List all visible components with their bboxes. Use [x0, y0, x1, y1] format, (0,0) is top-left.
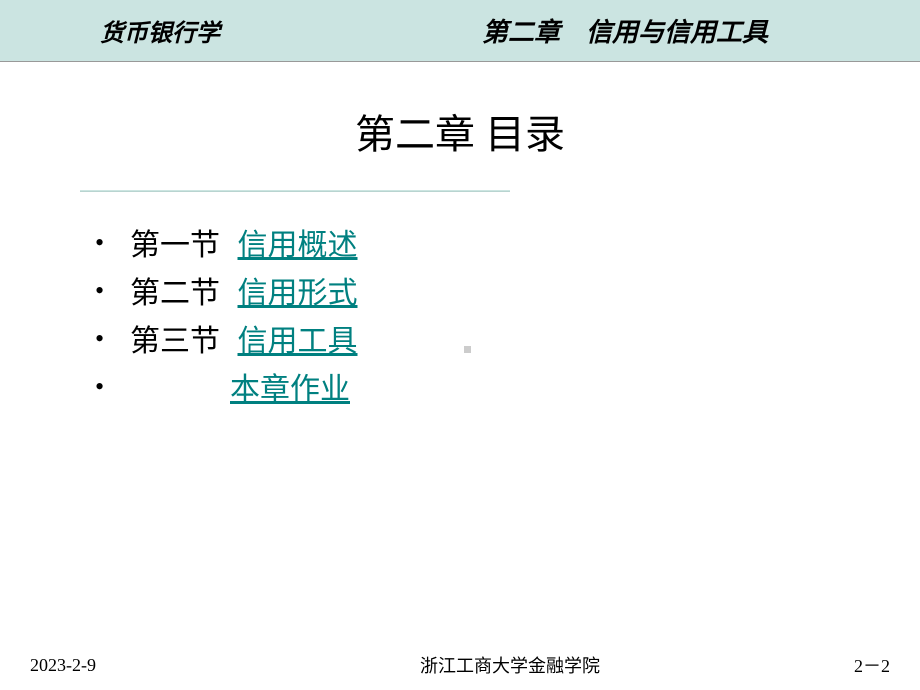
decorative-marker — [464, 346, 471, 353]
course-name: 货币银行学 — [40, 13, 330, 48]
toc-item-homework: 本章作业 — [95, 366, 860, 414]
toc-item-1: 第一节 信用概述 — [95, 222, 860, 270]
section-label: 第一节 — [130, 229, 220, 262]
toc-item-2: 第二节 信用形式 — [95, 270, 860, 318]
toc-list: 第一节 信用概述 第二节 信用形式 第三节 信用工具 本章作业 — [60, 222, 860, 414]
chapter-header: 第二章 信用与信用工具 — [330, 12, 880, 49]
section-label: 第二节 — [130, 277, 220, 310]
section-link-tools[interactable]: 信用工具 — [238, 325, 358, 358]
section-label: 第三节 — [130, 325, 220, 358]
chapter-title: 第二章 目录 — [60, 102, 860, 160]
slide-content: 第二章 目录 第一节 信用概述 第二节 信用形式 第三节 信用工具 本章作业 — [0, 62, 920, 414]
slide-footer: 2023-2-9 浙江工商大学金融学院 2－2 — [0, 652, 920, 678]
section-link-forms[interactable]: 信用形式 — [238, 277, 358, 310]
divider — [80, 190, 510, 192]
toc-item-3: 第三节 信用工具 — [95, 318, 860, 366]
section-link-overview[interactable]: 信用概述 — [238, 229, 358, 262]
footer-school: 浙江工商大学金融学院 — [230, 652, 790, 678]
section-link-homework[interactable]: 本章作业 — [230, 373, 350, 406]
footer-date: 2023-2-9 — [30, 655, 230, 676]
slide-header: 货币银行学 第二章 信用与信用工具 — [0, 0, 920, 62]
footer-page: 2－2 — [790, 652, 890, 678]
